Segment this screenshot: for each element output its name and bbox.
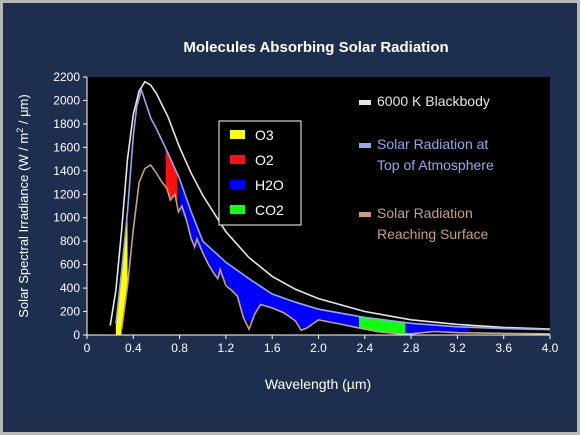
- y-tick-label: 0: [73, 328, 80, 342]
- y-tick-label: 400: [60, 281, 80, 295]
- y-tick-label: 200: [60, 305, 80, 319]
- x-tick-label: 2.4: [356, 341, 373, 355]
- surface-curve: [120, 163, 551, 335]
- y-tick-label: 1400: [53, 164, 80, 178]
- y-tick-label: 600: [60, 258, 80, 272]
- y-axis-label-main: Solar Spectral Irradiance (W / m: [16, 133, 31, 318]
- plot-area: [87, 77, 550, 335]
- legend-surface-label: Reaching Surface: [377, 226, 489, 242]
- x-tick-label: 2.8: [403, 341, 420, 355]
- x-tick-label: 0.4: [125, 341, 142, 355]
- absorption-band-co2: [359, 316, 406, 334]
- legend-label-o3: O3: [255, 127, 274, 143]
- legend-swatch-co2: [230, 205, 245, 214]
- y-tick-label: 800: [60, 234, 80, 248]
- x-tick-label: 0: [84, 341, 91, 355]
- y-axis-label-sup: 2: [15, 128, 25, 133]
- y-tick-label: 1000: [53, 211, 80, 225]
- chart-title: Molecules Absorbing Solar Radiation: [183, 39, 448, 56]
- y-tick-label: 1600: [53, 140, 80, 154]
- legend-label-co2: CO2: [255, 202, 284, 218]
- x-tick-label: 4.0: [542, 341, 559, 355]
- legend-top-of-atmosphere-label: Solar Radiation at: [377, 136, 488, 152]
- x-tick-label: 3.6: [495, 341, 512, 355]
- legend-swatch-h2o: [230, 180, 245, 189]
- blackbody-curve: [109, 80, 551, 330]
- y-tick-label: 1200: [53, 187, 80, 201]
- x-tick-label: 1.6: [264, 341, 281, 355]
- legend-blackbody-swatch: [359, 100, 371, 105]
- y-tick-label: 2000: [53, 93, 80, 107]
- legend-label-o2: O2: [255, 152, 274, 168]
- absorption-band-h2o: [179, 179, 469, 334]
- x-tick-label: 1.2: [218, 341, 235, 355]
- x-axis-label: Wavelength (µm): [265, 376, 371, 392]
- legend-top-of-atmosphere-label: Top of Atmosphere: [377, 157, 494, 173]
- x-tick-label: 2.0: [310, 341, 327, 355]
- y-tick-label: 2200: [53, 70, 80, 84]
- top-of-atmosphere-curve: [115, 87, 551, 331]
- y-axis-label-tail: / µm): [16, 94, 31, 127]
- x-tick-label: 3.2: [449, 341, 466, 355]
- legend-swatch-o3: [230, 130, 245, 139]
- legend-surface-swatch: [359, 212, 371, 217]
- legend-swatch-o2: [230, 155, 245, 164]
- legend-blackbody-label: 6000 K Blackbody: [377, 93, 490, 109]
- y-tick-label: 1800: [53, 117, 80, 131]
- y-axis-label: Solar Spectral Irradiance (W / m2 / µm): [15, 94, 31, 317]
- legend-surface-label: Solar Radiation: [377, 205, 473, 221]
- legend-top-of-atmosphere-swatch: [359, 143, 371, 148]
- x-tick-label: 0.8: [171, 341, 188, 355]
- legend-label-h2o: H2O: [255, 177, 284, 193]
